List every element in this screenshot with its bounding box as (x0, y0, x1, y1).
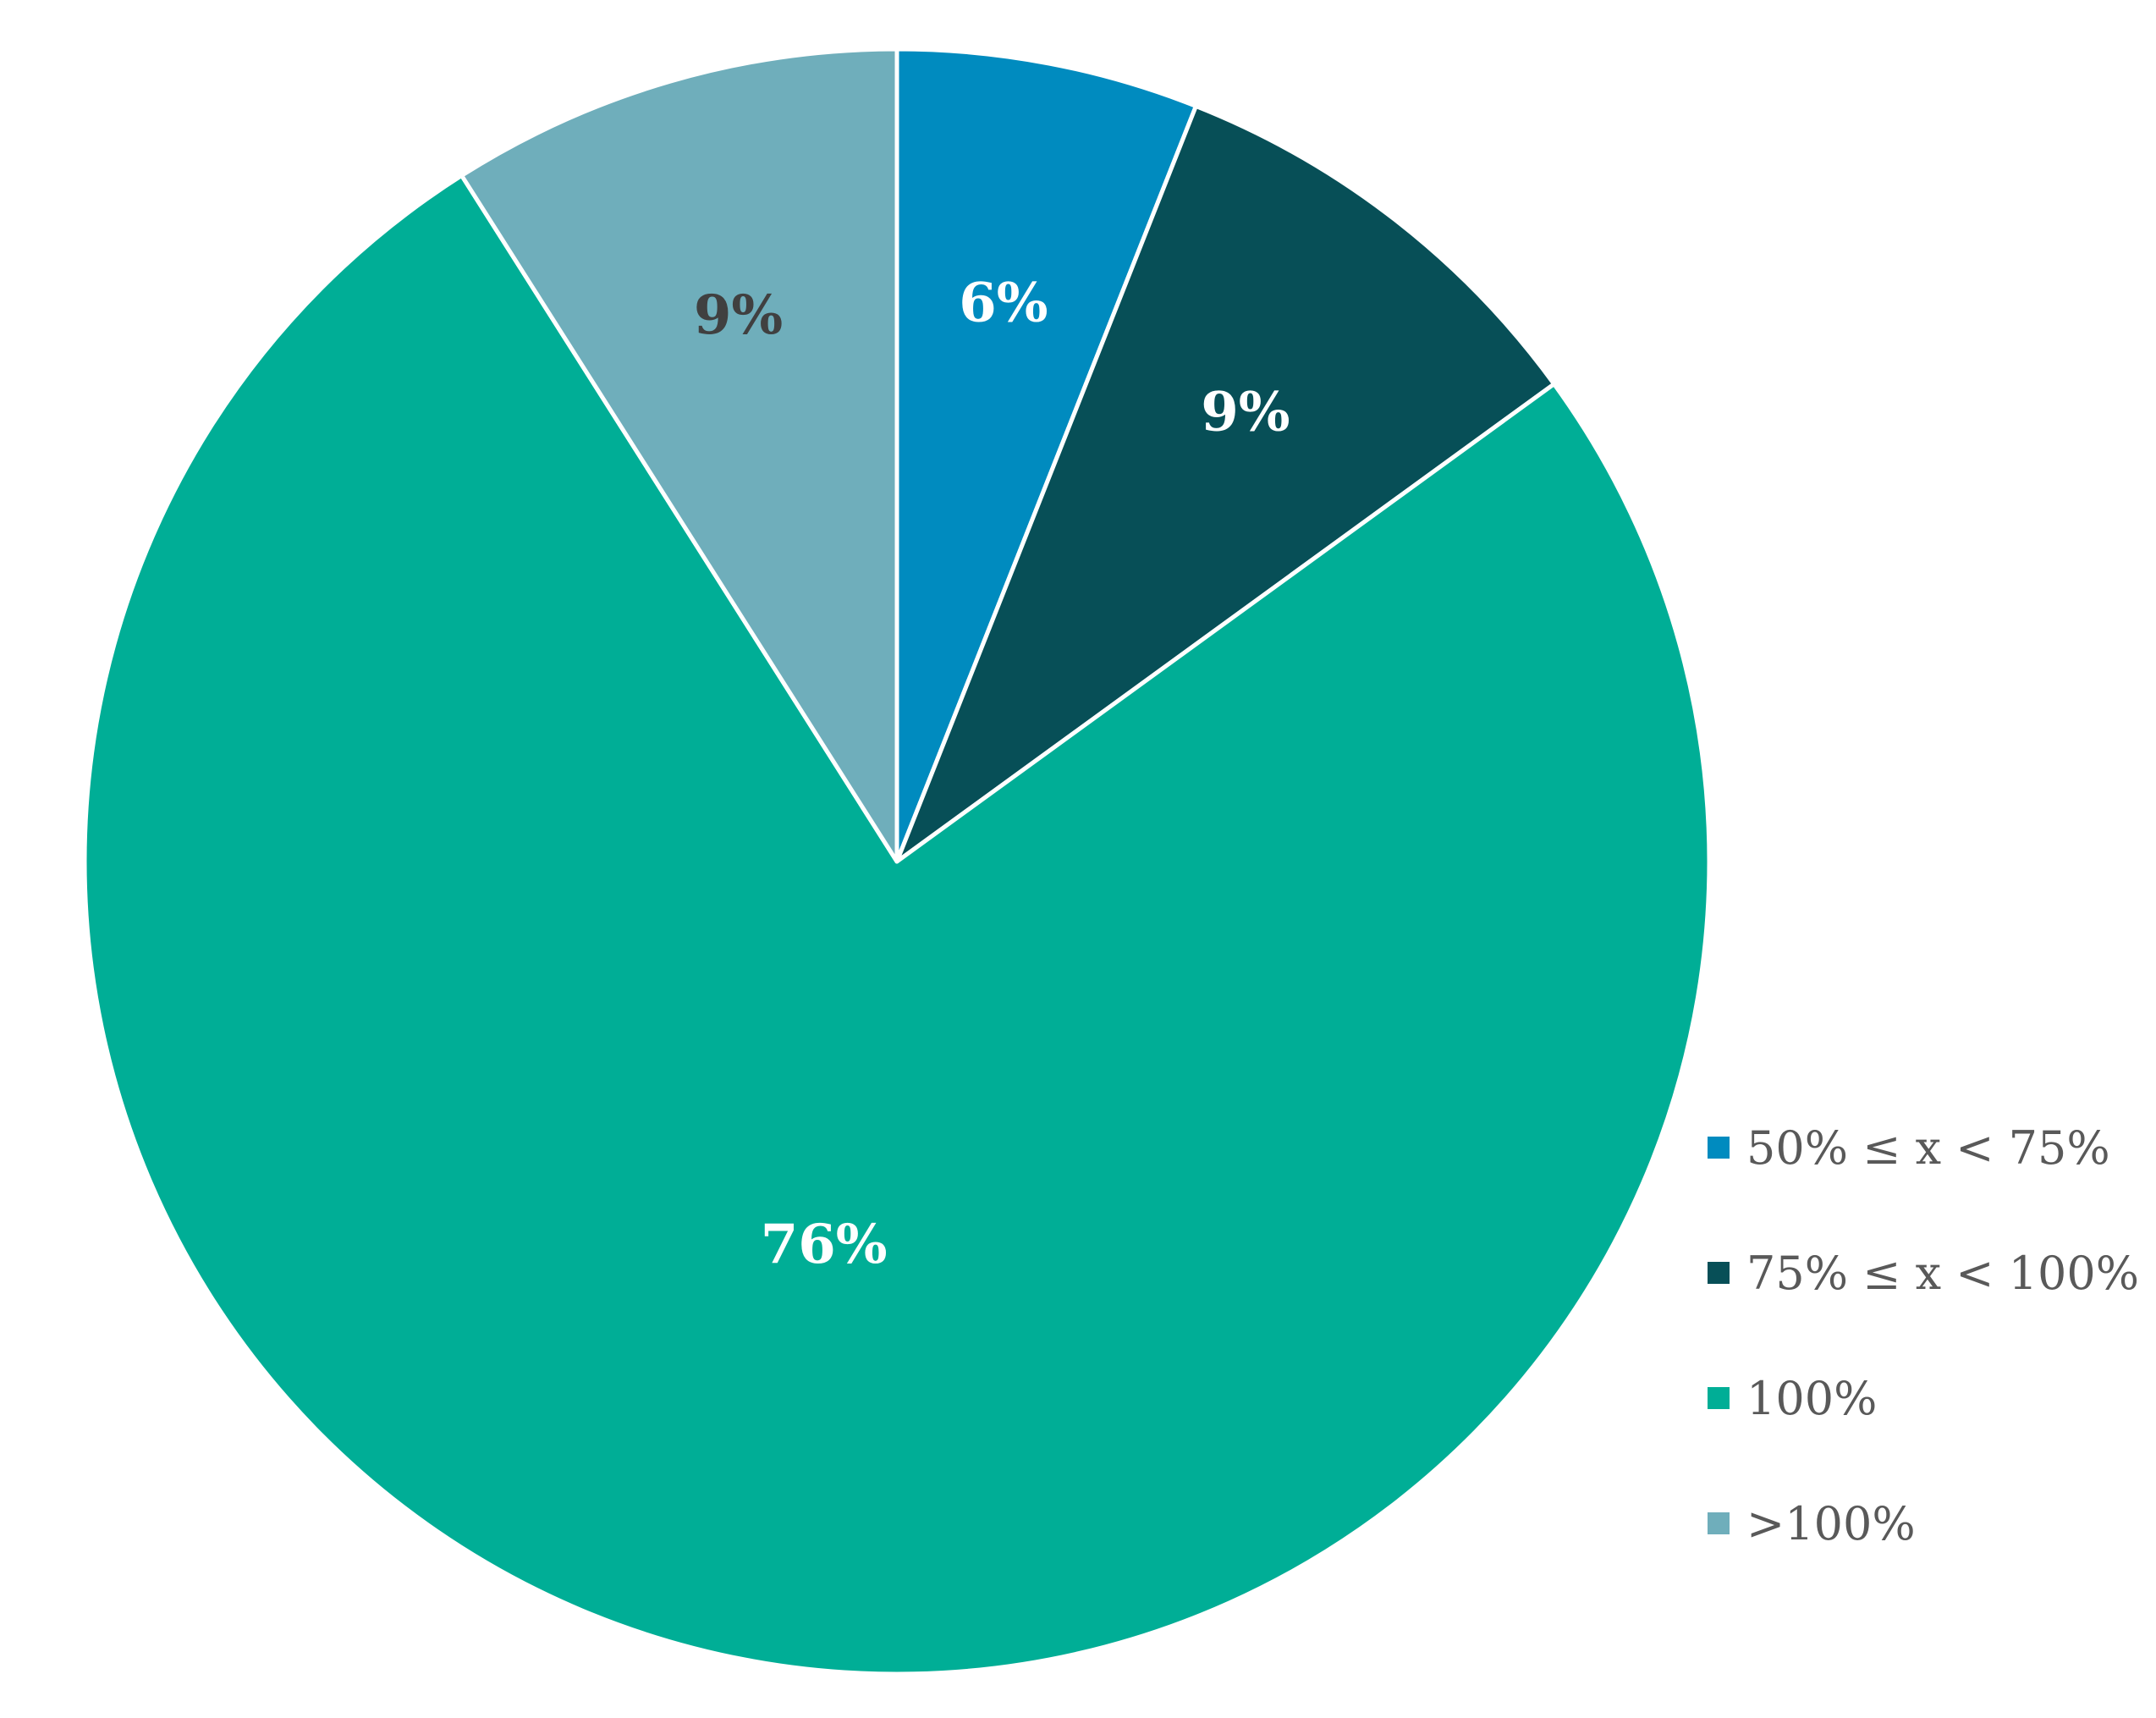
pie-slice-3 (82, 173, 1712, 1677)
legend-swatch (1708, 1137, 1730, 1159)
legend-swatch (1708, 1387, 1730, 1409)
legend-label: >100% (1746, 1496, 1916, 1550)
legend-swatch (1708, 1262, 1730, 1284)
pie-slice-2 (894, 103, 1557, 864)
legend-item-4: >100% (1708, 1461, 2148, 1586)
legend-item-2: 75% ≤ x < 100% (1708, 1210, 2148, 1335)
slice-data-label-1: 6% (959, 271, 1048, 334)
legend-label: 75% ≤ x < 100% (1746, 1246, 2140, 1300)
slice-data-label-4: 9% (694, 284, 783, 347)
legend-item-1: 50% ≤ x < 75% (1708, 1085, 2148, 1210)
slice-data-label-3: 76% (761, 1213, 888, 1276)
legend-swatch (1708, 1512, 1730, 1534)
pie-slice-4 (459, 47, 899, 864)
legend-label: 100% (1746, 1371, 1878, 1425)
slice-data-label-2: 9% (1201, 381, 1290, 444)
legend-label: 50% ≤ x < 75% (1746, 1121, 2110, 1175)
legend-item-3: 100% (1708, 1335, 2148, 1461)
pie-slice-1 (894, 47, 1198, 864)
chart-legend: 50% ≤ x < 75% 75% ≤ x < 100% 100% >100% (1708, 1085, 2148, 1586)
